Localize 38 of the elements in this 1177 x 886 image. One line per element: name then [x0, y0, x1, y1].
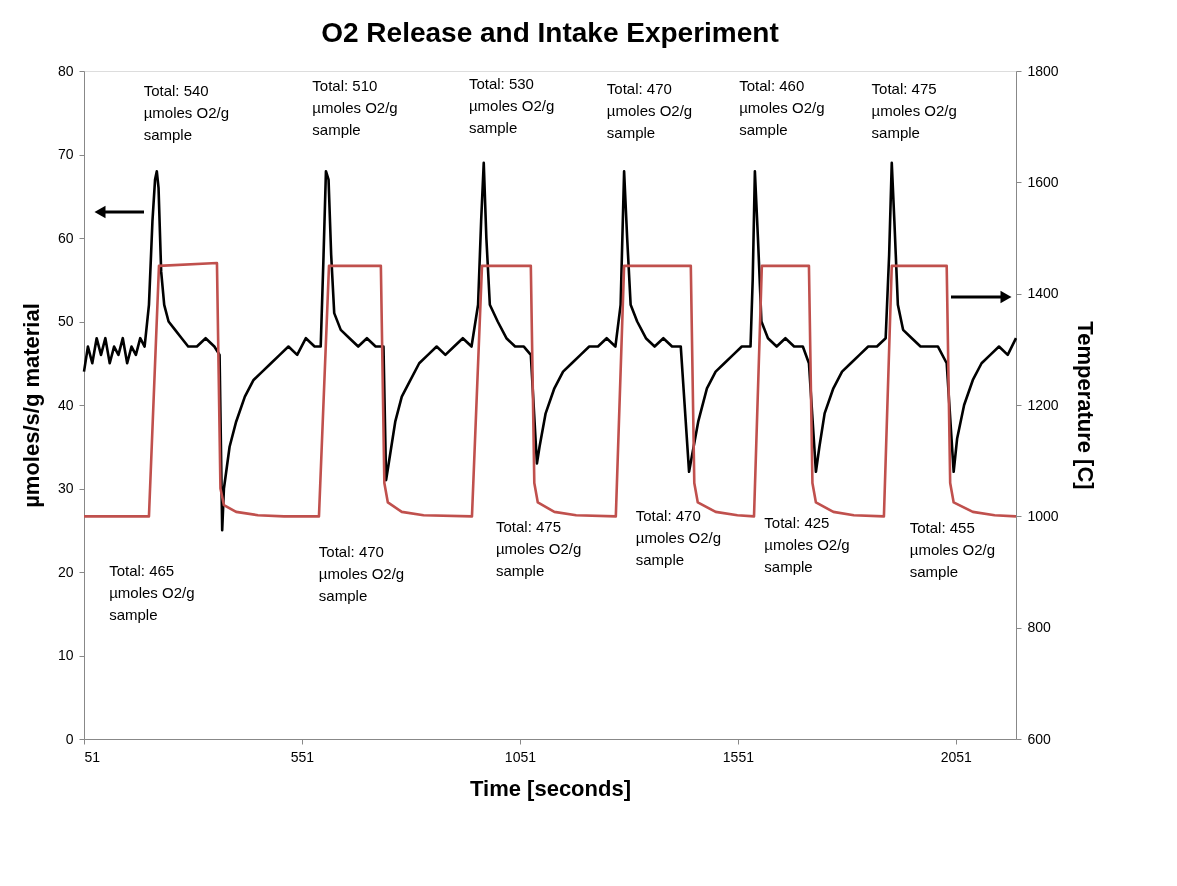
- annotation: Total: 425 µmoles O2/g sample: [764, 513, 850, 575]
- y-tick-label: 20: [57, 563, 74, 580]
- y2-tick-label: 1000: [1027, 507, 1059, 524]
- y2-tick-label: 1800: [1027, 62, 1059, 79]
- annotation: Total: 475 µmoles O2/g sample: [871, 80, 957, 142]
- y2-axis-title: Temperature [C]: [1072, 321, 1098, 490]
- y-tick-label: 30: [57, 480, 74, 496]
- x-tick-label: 551: [290, 748, 315, 765]
- y-tick-label: 70: [57, 146, 74, 162]
- y-tick-label: 0: [65, 730, 74, 747]
- x-tick-label: 51: [84, 748, 101, 765]
- y-tick-label: 50: [57, 313, 74, 329]
- x-axis-title: Time [seconds]: [470, 775, 631, 801]
- y-tick-label: 60: [57, 229, 74, 246]
- annotation: Total: 475 µmoles O2/g sample: [495, 517, 582, 579]
- annotation: Total: 465 µmoles O2/g sample: [109, 561, 195, 623]
- y-tick-label: 10: [57, 647, 74, 663]
- y2-tick-label: 800: [1027, 619, 1052, 636]
- x-tick-label: 1051: [504, 748, 537, 765]
- y2-tick-label: 1600: [1027, 173, 1059, 190]
- y2-tick-label: 600: [1027, 730, 1052, 747]
- annotation: Total: 470 µmoles O2/g sample: [635, 507, 722, 569]
- annotation: Total: 540 µmoles O2/g sample: [143, 82, 229, 144]
- annotation: Total: 510 µmoles O2/g sample: [312, 77, 398, 139]
- x-tick-label: 2051: [940, 748, 973, 765]
- annotation: Total: 470 µmoles O2/g sample: [606, 80, 693, 142]
- x-tick-label: 1551: [722, 748, 755, 765]
- y-axis-title: µmoles/s/g material: [18, 303, 44, 508]
- y-tick-label: 80: [57, 62, 74, 79]
- annotation: Total: 455 µmoles O2/g sample: [909, 519, 996, 581]
- y-tick-label: 40: [57, 396, 74, 413]
- annotation: Total: 530 µmoles O2/g sample: [468, 75, 555, 137]
- y2-tick-label: 1400: [1027, 285, 1059, 302]
- annotation: Total: 460 µmoles O2/g sample: [739, 77, 825, 139]
- chart-title: O2 Release and Intake Experiment: [321, 17, 779, 48]
- annotation: Total: 470 µmoles O2/g sample: [318, 543, 405, 605]
- y2-tick-label: 1200: [1027, 396, 1059, 413]
- line-series: [82, 161, 1018, 532]
